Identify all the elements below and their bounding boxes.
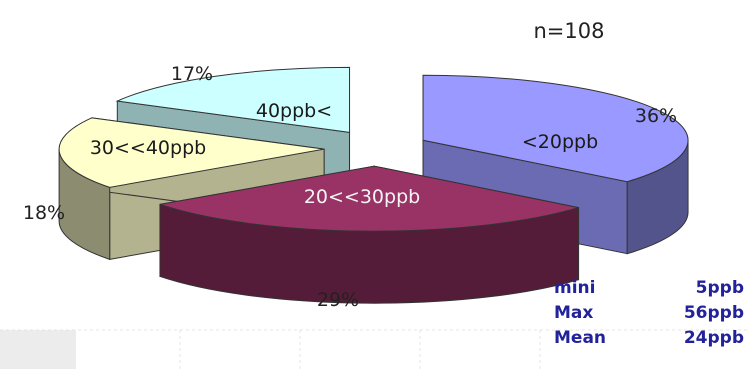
stats-panel: mini 5ppb Max 56ppb Mean 24ppb [554,276,744,351]
stat-label: mini [554,278,596,298]
stat-row-max: Max 56ppb [554,301,744,326]
pct-label-30-40: 18% [23,202,65,224]
slice-20-30 [159,165,580,304]
stat-label: Max [554,303,594,323]
pie-slices [58,66,689,304]
stat-value: 5ppb [695,278,744,298]
slice-top [422,74,689,183]
slice-top [115,66,351,133]
slice-top [58,117,325,188]
slice-label-40plus: 40ppb< [256,100,332,122]
grid-shade [0,330,76,369]
stat-value: 56ppb [683,303,744,323]
pct-label-40plus: 17% [171,63,213,85]
pct-label-lt20: 36% [635,105,677,127]
stat-row-mini: mini 5ppb [554,276,744,301]
stat-value: 24ppb [683,328,744,348]
slice-label-20-30: 20<<30ppb [304,186,420,208]
stat-label: Mean [554,328,607,348]
background-grid [0,329,749,369]
slice-top [159,165,579,232]
sample-size-label: n=108 [534,19,605,43]
slice-label-lt20: <20ppb [522,131,598,153]
slice-label-30-40: 30<<40ppb [90,137,206,159]
stat-row-mean: Mean 24ppb [554,326,744,351]
pct-label-20-30: 29% [317,289,359,311]
